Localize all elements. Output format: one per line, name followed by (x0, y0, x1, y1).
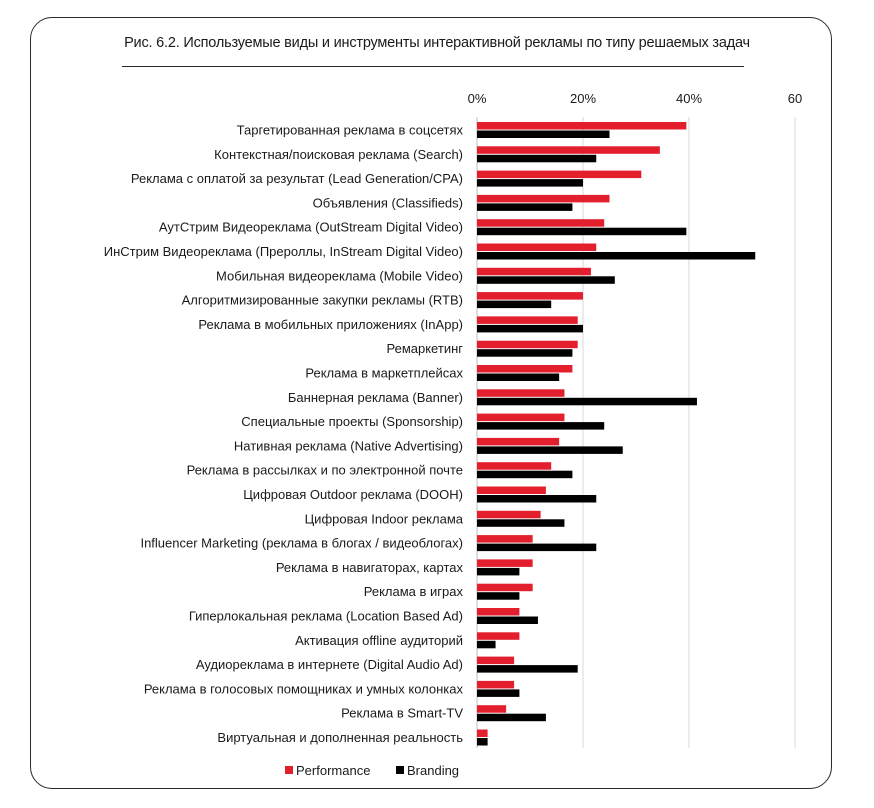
category-label: Нативная реклама (Native Advertising) (234, 438, 463, 453)
bar-branding (477, 422, 605, 430)
category-label: Объявления (Classifieds) (313, 195, 463, 210)
bar-branding (477, 397, 697, 406)
category-label: ИнСтрим Видеореклама (Прероллы, InStream… (104, 244, 463, 259)
category-label: Реклама в маркетплейсах (305, 366, 463, 381)
x-tick-label: 60 (788, 91, 802, 106)
category-label: Таргетированная реклама в соцсетях (237, 123, 464, 138)
category-label: Реклама в рассылках и по электронной поч… (187, 463, 463, 478)
bar-performance (477, 486, 546, 494)
bar-branding (477, 495, 597, 503)
legend-label-performance: Performance (296, 763, 370, 778)
bar-branding (477, 154, 597, 163)
bar-performance (477, 170, 642, 179)
bar-performance (477, 656, 515, 665)
category-label: Алгоритмизированные закупки рекламы (RTB… (182, 293, 463, 308)
bar-performance (477, 632, 520, 640)
figure-title: Рис. 6.2. Используемые виды и инструмент… (124, 35, 750, 51)
bar-branding (477, 276, 615, 284)
bar-branding (477, 616, 538, 624)
bar-branding (477, 446, 623, 454)
bar-performance (477, 365, 573, 373)
bar-performance (477, 316, 578, 324)
category-label: АутСтрим Видеореклама (OutStream Digital… (159, 220, 463, 235)
legend-swatch-performance (285, 766, 293, 774)
bar-performance (477, 608, 520, 616)
bar-branding (477, 738, 488, 746)
bar-performance (477, 340, 578, 349)
bar-branding (477, 252, 756, 260)
bar-branding (477, 227, 687, 236)
bar-performance (477, 559, 533, 567)
bar-performance (477, 243, 597, 251)
bar-branding (477, 519, 565, 527)
x-tick-label: 40% (676, 91, 702, 106)
bar-branding (477, 373, 560, 381)
bar-branding (477, 713, 546, 722)
bar-branding (477, 567, 520, 576)
category-label: Реклама с оплатой за результат (Lead Gen… (131, 171, 463, 186)
bar-branding (477, 470, 573, 479)
category-label: Гиперлокальная реклама (Location Based A… (189, 609, 463, 624)
category-label: Реклама в навигаторах, картах (276, 560, 464, 575)
gridlines (476, 117, 796, 748)
figure-frame (30, 17, 832, 789)
x-axis-ticks: 0% 20% 40% 60 (468, 91, 803, 106)
x-tick-label: 20% (570, 91, 596, 106)
bar-performance (477, 583, 533, 592)
bar-branding (477, 179, 583, 187)
bar-performance (477, 680, 515, 689)
bar-performance (477, 146, 660, 154)
bar-branding (477, 300, 552, 309)
x-tick-label: 0% (468, 91, 487, 106)
bar-performance (477, 510, 541, 519)
bar-branding (477, 640, 496, 649)
category-label: Influencer Marketing (реклама в блогах /… (140, 536, 463, 551)
bar-performance (477, 292, 583, 300)
bar-branding (477, 324, 583, 333)
bar-performance (477, 413, 565, 422)
bar-performance (477, 705, 507, 713)
category-label: Аудиореклама в интернете (Digital Audio … (196, 657, 463, 672)
bar-performance (477, 219, 605, 227)
category-label: Специальные проекты (Sponsorship) (241, 414, 463, 429)
bar-performance (477, 122, 687, 130)
category-label: Реклама в Smart-TV (341, 706, 463, 721)
bar-branding (477, 130, 610, 138)
bar-branding (477, 689, 520, 697)
legend-swatch-branding (396, 766, 404, 774)
bar-branding (477, 203, 573, 211)
bar-performance (477, 437, 560, 446)
bars (477, 122, 756, 746)
bar-performance (477, 389, 565, 397)
bar-branding (477, 349, 573, 357)
bar-performance (477, 729, 488, 737)
category-label: Мобильная видеореклама (Mobile Video) (216, 268, 463, 283)
bar-branding (477, 543, 597, 552)
category-label: Цифровая Indoor реклама (305, 511, 464, 526)
bar-performance (477, 535, 533, 543)
bar-performance (477, 462, 552, 470)
category-label: Ремаркетинг (387, 341, 464, 356)
bar-branding (477, 592, 520, 600)
bar-performance (477, 194, 610, 203)
category-labels: Таргетированная реклама в соцсетях Контек… (104, 123, 464, 746)
legend: Performance Branding (285, 763, 459, 778)
category-label: Виртуальная и дополненная реальность (217, 730, 463, 745)
category-label: Реклама в мобильных приложениях (InApp) (198, 317, 463, 332)
category-label: Цифровая Outdoor реклама (DOOH) (243, 487, 463, 502)
bar-branding (477, 665, 578, 673)
category-label: Контекстная/поисковая реклама (Search) (214, 147, 463, 162)
category-label: Баннерная реклама (Banner) (288, 390, 463, 405)
category-label: Реклама в играх (364, 584, 464, 599)
category-label: Активация offline аудиторий (295, 633, 463, 648)
legend-label-branding: Branding (407, 763, 459, 778)
title-divider (122, 66, 744, 67)
bar-performance (477, 267, 591, 276)
category-label: Реклама в голосовых помощниках и умных к… (144, 681, 464, 696)
